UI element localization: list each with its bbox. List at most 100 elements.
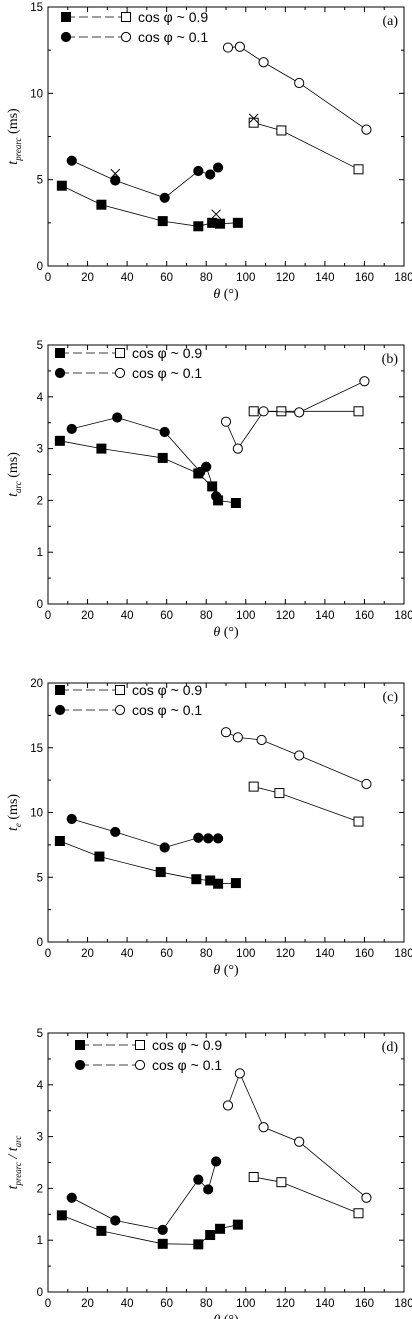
y-axis-label: tarc (ms) bbox=[6, 452, 23, 497]
x-axis-label: θ (°) bbox=[213, 625, 239, 640]
data-point bbox=[66, 423, 77, 435]
legend-label: cos φ ~ 0.9 bbox=[152, 1037, 222, 1053]
x-tick-label: 140 bbox=[315, 948, 334, 960]
y-axis-label: te (ms) bbox=[6, 794, 23, 831]
cross-marker bbox=[110, 168, 121, 179]
legend-label: cos φ ~ 0.1 bbox=[138, 29, 208, 45]
y-tick-label: 4 bbox=[37, 1080, 44, 1092]
panel-label: (d) bbox=[382, 1040, 399, 1055]
data-point bbox=[215, 218, 226, 229]
data-point bbox=[234, 41, 245, 52]
series-line-3 bbox=[71, 160, 219, 199]
y-tick-label: 1 bbox=[37, 547, 43, 559]
data-point bbox=[353, 816, 364, 827]
data-point bbox=[110, 175, 121, 186]
legend-marker bbox=[60, 31, 72, 43]
legend-marker bbox=[55, 685, 65, 695]
data-point bbox=[66, 813, 77, 825]
legend-marker bbox=[55, 348, 65, 358]
data-point bbox=[211, 491, 222, 502]
y-tick-label: 2 bbox=[37, 495, 43, 507]
cross-marker bbox=[211, 209, 221, 220]
data-point bbox=[157, 1238, 168, 1249]
plot-frame bbox=[47, 344, 405, 605]
data-point bbox=[294, 407, 305, 418]
data-point bbox=[220, 727, 232, 738]
legend-entry-2: cos φ ~ 0.1 bbox=[74, 1057, 222, 1073]
x-tick-label: 140 bbox=[315, 610, 334, 622]
data-point bbox=[205, 169, 216, 180]
panel-label: (b) bbox=[382, 352, 399, 367]
legend-marker bbox=[61, 12, 71, 22]
data-point bbox=[112, 412, 123, 423]
data-point bbox=[248, 1172, 259, 1183]
x-tick-label: 160 bbox=[355, 610, 374, 622]
y-tick-label: 5 bbox=[37, 872, 43, 884]
data-point bbox=[294, 1136, 305, 1147]
data-point bbox=[54, 835, 65, 846]
data-point bbox=[222, 1100, 234, 1111]
y-tick-label: 3 bbox=[37, 444, 43, 456]
data-point bbox=[54, 435, 65, 446]
y-tick-label: 15 bbox=[30, 743, 43, 755]
y-tick-label: 20 bbox=[30, 678, 43, 690]
series-line-2 bbox=[253, 122, 359, 170]
legend-marker bbox=[121, 12, 131, 22]
data-point bbox=[110, 1215, 121, 1226]
y-tick-label: 3 bbox=[37, 1132, 43, 1144]
x-tick-label: 180 bbox=[394, 1298, 412, 1310]
legend-entry-2: cos φ ~ 0.1 bbox=[54, 365, 202, 381]
legend-marker bbox=[120, 31, 132, 43]
data-point bbox=[230, 497, 241, 508]
data-point bbox=[207, 481, 218, 492]
legend-marker bbox=[134, 1059, 146, 1071]
data-point bbox=[110, 826, 121, 838]
y-tick-label: 0 bbox=[37, 937, 43, 949]
data-point bbox=[159, 426, 170, 438]
data-point bbox=[157, 216, 168, 227]
panel-label: (a) bbox=[382, 14, 398, 29]
data-point bbox=[220, 416, 232, 427]
x-tick-label: 160 bbox=[355, 948, 374, 960]
cross-marker bbox=[248, 113, 259, 124]
data-point bbox=[276, 406, 287, 417]
x-tick-label: 80 bbox=[200, 1298, 213, 1310]
legend-label: cos φ ~ 0.9 bbox=[138, 9, 208, 25]
data-point bbox=[155, 867, 166, 878]
plot-frame bbox=[47, 682, 405, 943]
legend-marker bbox=[75, 1040, 85, 1050]
x-tick-label: 40 bbox=[121, 1298, 134, 1310]
legend-marker bbox=[54, 367, 66, 379]
data-point bbox=[96, 1225, 107, 1236]
x-tick-label: 140 bbox=[315, 1298, 334, 1310]
x-tick-label: 80 bbox=[200, 948, 213, 960]
data-point bbox=[294, 750, 305, 761]
data-point bbox=[203, 833, 214, 844]
data-point bbox=[230, 878, 241, 889]
legend-entry-2: cos φ ~ 0.1 bbox=[54, 702, 202, 718]
data-point bbox=[213, 878, 224, 889]
x-tick-label: 80 bbox=[200, 272, 213, 284]
y-tick-label: 5 bbox=[37, 175, 43, 187]
x-tick-label: 20 bbox=[81, 272, 94, 284]
x-tick-label: 120 bbox=[276, 1298, 295, 1310]
data-point bbox=[205, 1230, 216, 1241]
panel-label: (c) bbox=[382, 690, 398, 705]
data-point bbox=[294, 77, 305, 89]
y-tick-label: 1 bbox=[37, 1235, 43, 1247]
plot-frame bbox=[47, 1032, 405, 1293]
chart-panel-2: 0 20 40 60 80 100 120 140 160 180 0 1 2 3 4 5 θ (°) tarc … bbox=[6, 340, 412, 640]
x-tick-label: 180 bbox=[394, 948, 412, 960]
data-point bbox=[361, 124, 372, 135]
y-tick-label: 5 bbox=[37, 340, 43, 352]
data-point bbox=[353, 1208, 364, 1219]
data-point bbox=[232, 217, 243, 228]
data-point bbox=[353, 406, 364, 417]
legend-marker bbox=[74, 1059, 86, 1071]
series-line-2 bbox=[253, 786, 359, 822]
x-tick-label: 60 bbox=[160, 1298, 173, 1310]
data-point bbox=[215, 1223, 226, 1234]
x-tick-label: 160 bbox=[355, 272, 374, 284]
data-point bbox=[56, 1210, 67, 1221]
data-point bbox=[96, 443, 107, 454]
